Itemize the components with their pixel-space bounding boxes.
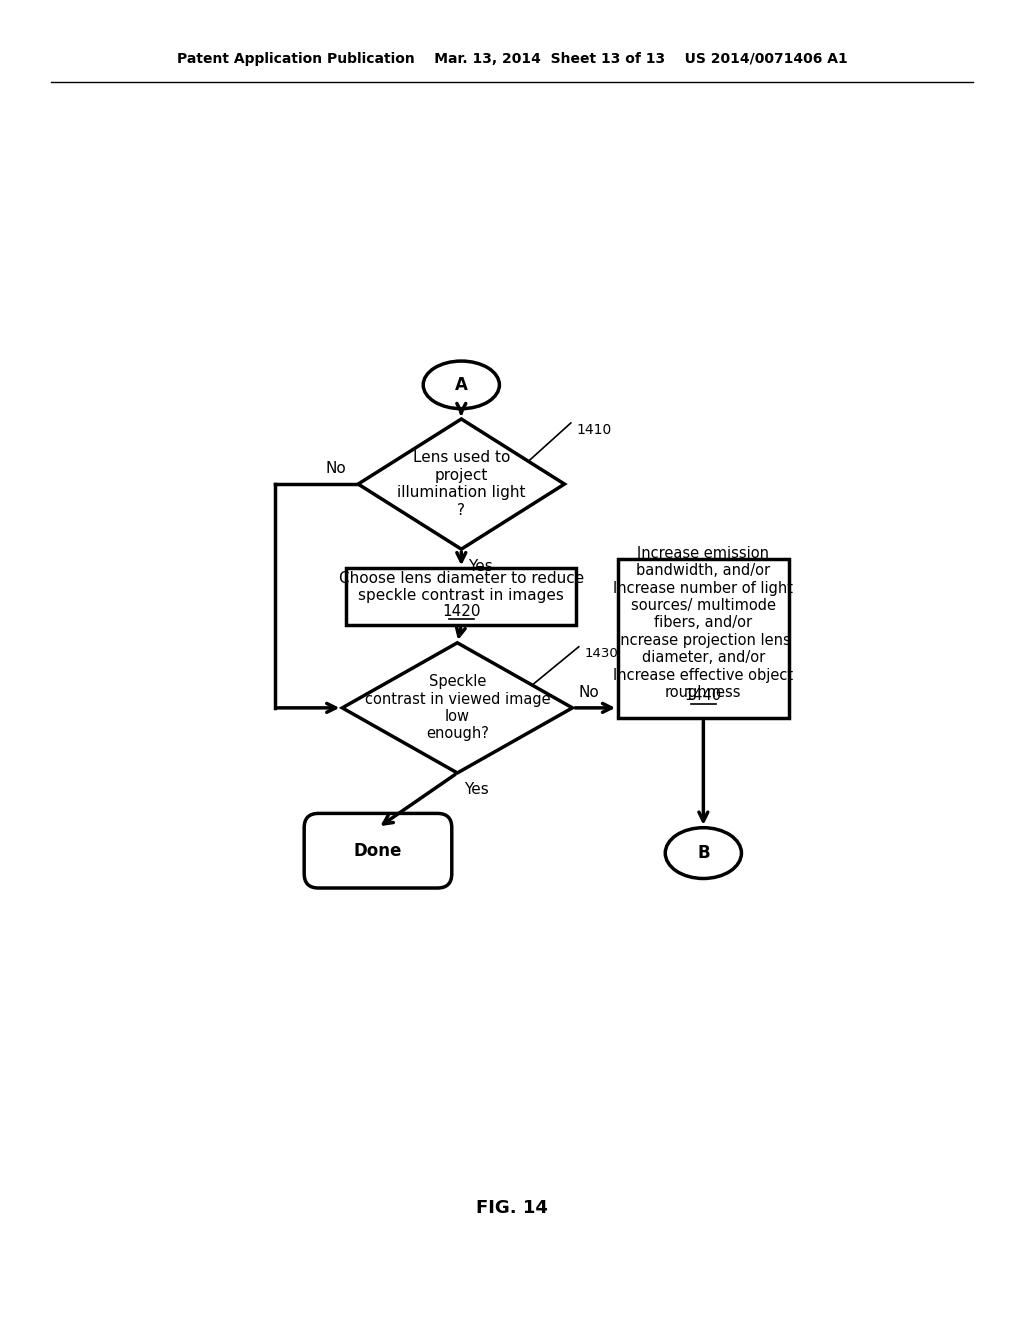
- Text: Choose lens diameter to reduce
speckle contrast in images: Choose lens diameter to reduce speckle c…: [339, 572, 584, 603]
- Text: 1420: 1420: [442, 603, 480, 619]
- Text: Done: Done: [354, 842, 402, 859]
- Text: 1440: 1440: [685, 689, 722, 704]
- Text: 1410: 1410: [577, 422, 611, 437]
- Bar: [346, 568, 577, 626]
- Text: Yes: Yes: [468, 558, 493, 574]
- Text: Yes: Yes: [464, 783, 488, 797]
- Text: No: No: [579, 685, 599, 700]
- Text: A: A: [455, 376, 468, 393]
- Text: No: No: [326, 461, 346, 477]
- Text: B: B: [697, 843, 710, 862]
- Text: Increase emission
bandwidth, and/or
Increase number of light
sources/ multimode
: Increase emission bandwidth, and/or Incr…: [613, 546, 794, 700]
- Text: 1430: 1430: [585, 647, 618, 660]
- Text: Speckle
contrast in viewed image
low
enough?: Speckle contrast in viewed image low eno…: [365, 675, 550, 742]
- Bar: [618, 560, 788, 718]
- Text: Lens used to
project
illumination light
?: Lens used to project illumination light …: [397, 450, 525, 517]
- Text: Patent Application Publication    Mar. 13, 2014  Sheet 13 of 13    US 2014/00714: Patent Application Publication Mar. 13, …: [176, 53, 848, 66]
- Text: FIG. 14: FIG. 14: [476, 1199, 548, 1217]
